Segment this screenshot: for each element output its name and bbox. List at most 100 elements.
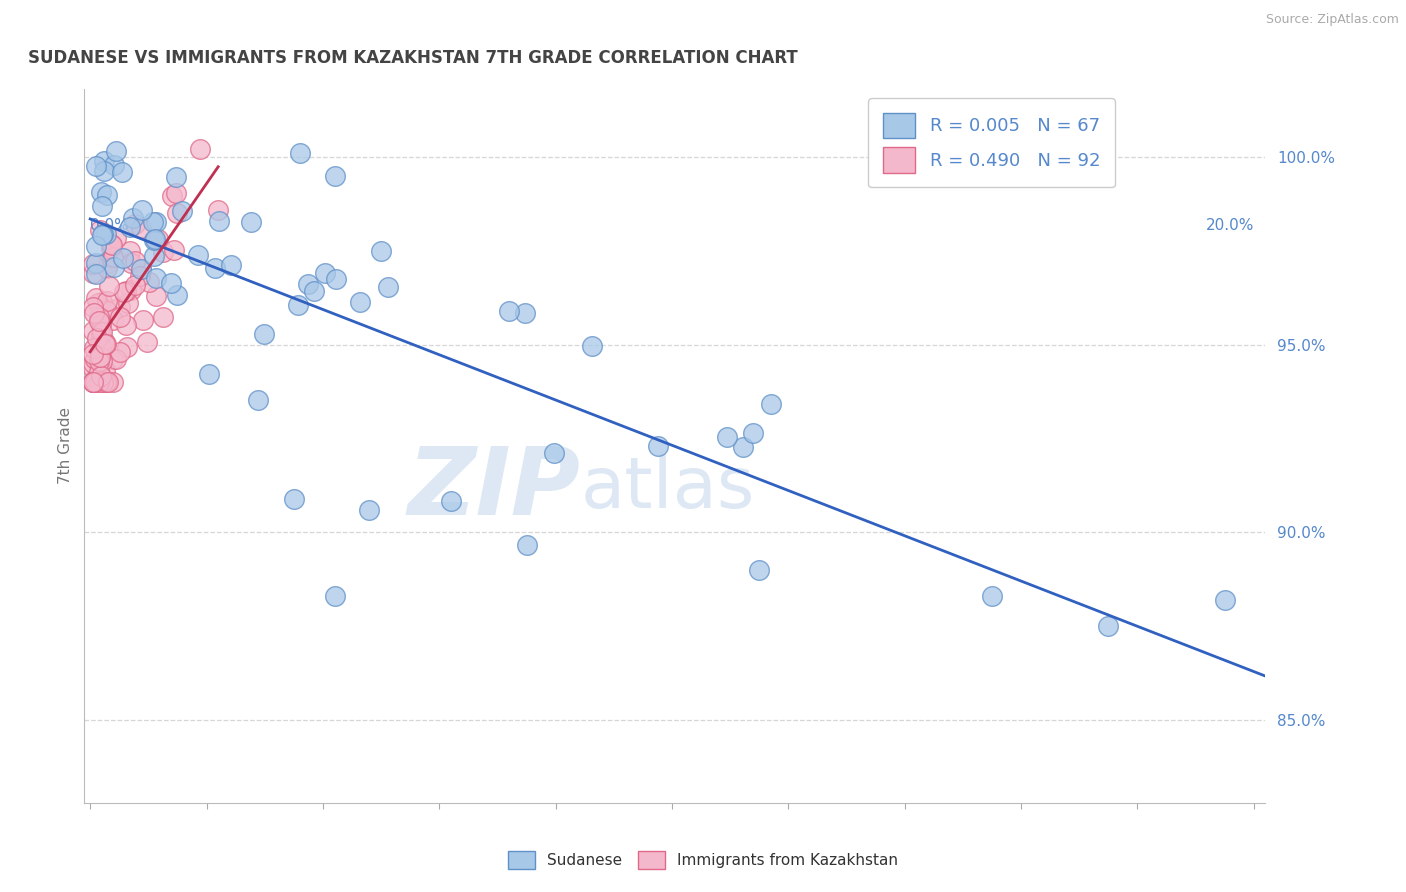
Point (172, 204, 194, 219)
Point (166, 287, 188, 301)
Point (94, 337, 117, 351)
Point (93, 154, 115, 169)
Point (543, 446, 565, 460)
Point (83, 375, 105, 389)
Point (148, 232, 170, 246)
Point (96, 188, 118, 202)
Point (121, 211, 143, 225)
Point (124, 253, 146, 268)
Point (108, 310, 131, 324)
Point (87, 375, 110, 389)
Point (165, 170, 187, 185)
Point (100, 236, 122, 251)
Point (91, 199, 114, 213)
Point (132, 313, 155, 327)
Point (94, 363, 117, 377)
Point (197, 367, 219, 381)
Point (138, 275, 160, 289)
Point (377, 280, 399, 294)
Point (91, 227, 114, 241)
Point (105, 352, 128, 367)
Point (166, 206, 188, 220)
Point (204, 261, 226, 276)
Point (97, 375, 120, 389)
Point (325, 271, 347, 285)
Point (349, 295, 371, 310)
Point (96, 303, 118, 318)
Point (101, 313, 124, 327)
Point (108, 300, 131, 314)
Point (128, 269, 150, 284)
Point (118, 220, 141, 235)
Point (101, 250, 124, 264)
Point (101, 352, 124, 367)
Point (110, 345, 132, 359)
Point (87, 354, 110, 368)
Point (124, 277, 146, 292)
Point (208, 213, 231, 227)
Point (111, 252, 134, 266)
Point (513, 306, 536, 320)
Point (84, 159, 107, 173)
Point (90, 325, 112, 339)
Point (117, 296, 139, 310)
Point (90, 353, 112, 368)
Point (759, 397, 782, 411)
Point (120, 283, 142, 297)
Point (323, 589, 346, 603)
Point (91, 228, 114, 243)
Point (370, 244, 392, 258)
Point (731, 440, 754, 454)
Point (90, 185, 112, 199)
Point (287, 298, 309, 312)
Point (94, 337, 117, 351)
Point (93, 164, 115, 178)
Point (82, 267, 104, 281)
Point (115, 285, 138, 299)
Point (142, 215, 165, 229)
Point (82, 346, 104, 360)
Point (283, 491, 305, 506)
Point (981, 589, 1004, 603)
Point (124, 217, 146, 231)
Point (96, 260, 118, 275)
Point (440, 494, 463, 508)
Point (716, 430, 738, 444)
Point (90, 317, 112, 331)
Point (82, 375, 104, 389)
Point (143, 250, 166, 264)
Text: ZIP: ZIP (408, 442, 581, 535)
Point (83, 306, 105, 320)
Point (1097, 619, 1119, 633)
Point (84, 239, 107, 253)
Point (82, 375, 104, 389)
Point (82, 375, 104, 389)
Point (83, 341, 105, 355)
Point (131, 202, 153, 217)
Point (111, 165, 134, 179)
Point (82, 375, 104, 389)
Point (84, 352, 107, 367)
Point (84, 256, 107, 270)
Point (82, 257, 104, 271)
Point (105, 231, 128, 245)
Text: 20.0%: 20.0% (1205, 218, 1254, 233)
Point (84, 267, 107, 281)
Point (647, 439, 669, 453)
Point (91, 375, 114, 389)
Point (359, 503, 381, 517)
Point (145, 232, 167, 246)
Point (93, 375, 115, 389)
Point (115, 340, 138, 354)
Point (515, 538, 537, 552)
Point (145, 289, 167, 303)
Point (290, 145, 312, 160)
Text: SUDANESE VS IMMIGRANTS FROM KAZAKHSTAN 7TH GRADE CORRELATION CHART: SUDANESE VS IMMIGRANTS FROM KAZAKHSTAN 7… (28, 49, 797, 67)
Point (103, 260, 125, 274)
Point (145, 215, 167, 229)
Point (160, 277, 183, 291)
Point (112, 285, 135, 300)
Point (323, 169, 346, 184)
Point (96, 294, 118, 309)
Point (302, 284, 325, 298)
